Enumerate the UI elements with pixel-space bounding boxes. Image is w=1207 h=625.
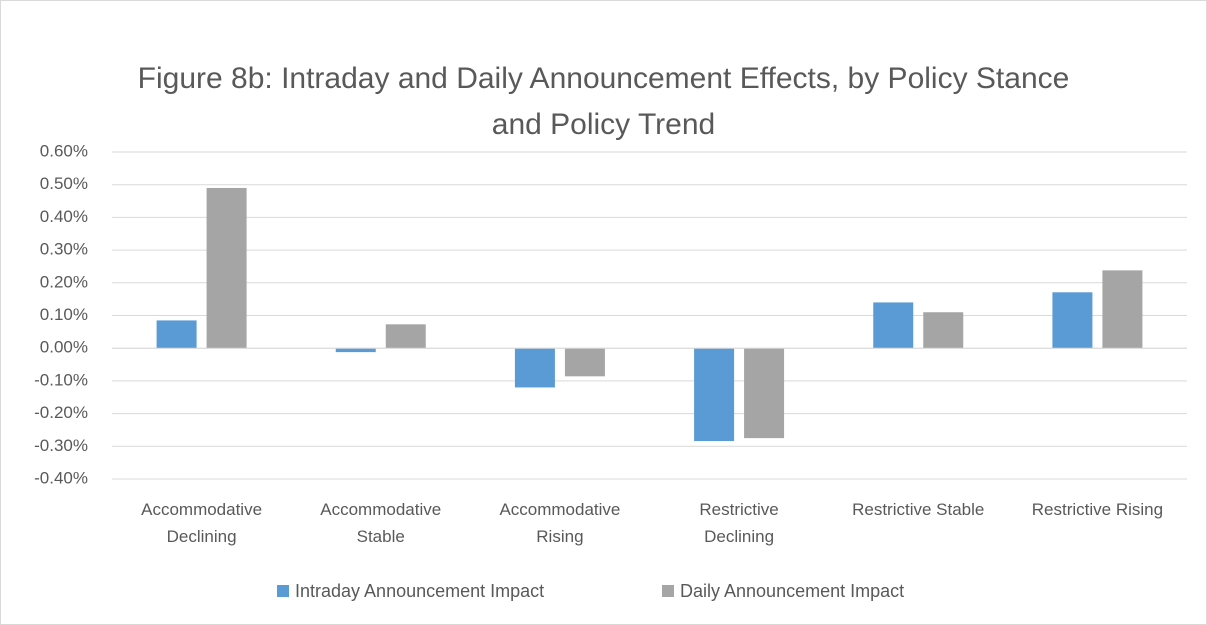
bar [564, 348, 605, 377]
bar [923, 312, 964, 349]
bar [1102, 270, 1143, 349]
y-tick-label: -0.30% [34, 436, 88, 455]
y-tick-label: 0.00% [40, 338, 88, 357]
y-tick-label: 0.60% [40, 141, 88, 160]
bar [514, 348, 555, 388]
bar [694, 348, 735, 442]
bar [156, 320, 197, 349]
x-tick-label: Accommodative Stable [320, 500, 442, 546]
bar [335, 348, 376, 353]
chart-title: Figure 8b: Intraday and Daily Announceme… [137, 62, 1070, 141]
bar [744, 348, 785, 439]
y-tick-label: -0.20% [34, 403, 88, 422]
y-tick-label: -0.10% [34, 370, 88, 389]
x-tick-label: Accommodative Rising [499, 500, 621, 546]
legend-label: Intraday Announcement Impact [295, 581, 544, 601]
legend-swatch [277, 585, 289, 597]
bar [385, 324, 426, 349]
x-tick-label: Restrictive Rising [1031, 500, 1164, 519]
bar [206, 187, 247, 349]
x-tick-label: Restrictive Declining [699, 500, 779, 546]
y-tick-label: 0.40% [40, 207, 88, 226]
y-tick-label: -0.40% [34, 468, 88, 487]
y-tick-label: 0.30% [40, 240, 88, 259]
x-tick-label: Accommodative Declining [141, 500, 263, 546]
bar [873, 302, 914, 349]
legend-swatch [662, 585, 674, 597]
x-tick-label: Restrictive Stable [852, 500, 985, 519]
legend-label: Daily Announcement Impact [680, 581, 904, 601]
y-tick-label: 0.10% [40, 305, 88, 324]
y-tick-label: 0.50% [40, 174, 88, 193]
bar [1052, 292, 1093, 349]
y-tick-label: 0.20% [40, 272, 88, 291]
